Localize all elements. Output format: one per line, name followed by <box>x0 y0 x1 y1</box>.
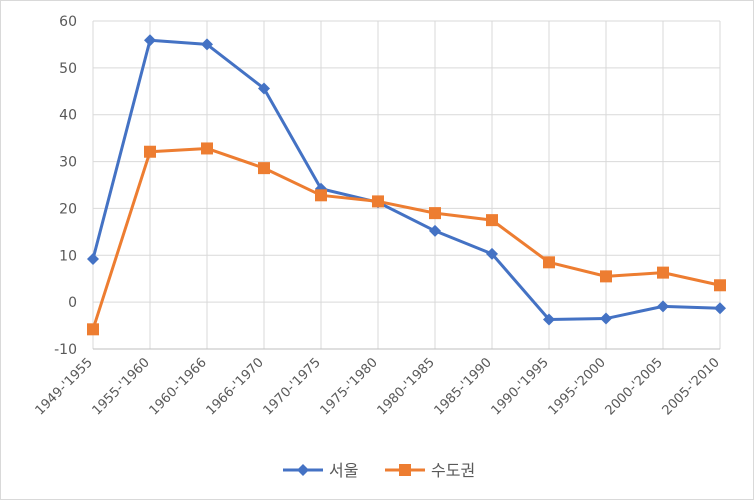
data-point <box>201 38 213 51</box>
y-tick-label: -10 <box>54 342 77 358</box>
data-point <box>144 145 156 158</box>
data-point <box>600 312 612 325</box>
gridlines <box>92 20 721 350</box>
data-point <box>486 247 498 260</box>
y-tick-label: 50 <box>59 61 77 77</box>
x-tick-label: 1970-'1975 <box>261 355 324 418</box>
x-tick-label: 1995-'2000 <box>546 355 609 418</box>
legend-label: 서울 <box>329 461 358 480</box>
data-point <box>543 256 555 269</box>
data-point <box>201 142 213 155</box>
series-line-2 <box>91 146 721 330</box>
legend-item-2: 수도권 <box>385 461 475 480</box>
legend-marker <box>399 464 411 476</box>
data-point <box>258 82 270 95</box>
x-tick-label: 1990-'1995 <box>489 355 552 418</box>
data-point <box>714 302 726 315</box>
data-point <box>144 34 156 47</box>
legend-label: 수도권 <box>431 461 475 480</box>
x-tick-label: 1980-'1985 <box>375 355 438 418</box>
data-point <box>429 224 441 237</box>
x-tick-label: 1966-'1970 <box>204 355 267 418</box>
legend: 서울 수도권 <box>283 461 475 480</box>
data-point <box>543 313 555 326</box>
x-tick-label: 1975-'1980 <box>318 355 381 418</box>
data-point <box>258 162 270 175</box>
y-tick-label: 40 <box>59 108 77 124</box>
x-tick-label: 1949-'1955 <box>33 355 96 418</box>
x-tick-label: 2005-'2010 <box>660 355 723 418</box>
y-tick-label: 0 <box>68 295 77 311</box>
y-tick-label: 60 <box>59 14 77 30</box>
y-tick-label: 30 <box>59 155 77 171</box>
y-tick-label: 20 <box>59 201 77 217</box>
legend-marker <box>297 464 309 476</box>
series-line-1 <box>91 38 721 321</box>
data-point <box>372 195 384 208</box>
data-point <box>657 300 669 313</box>
x-tick-label: 1955-'1960 <box>90 355 153 418</box>
series <box>87 34 726 336</box>
x-tick-label: 1985-'1990 <box>432 355 495 418</box>
y-tick-label: 10 <box>59 248 77 264</box>
data-point <box>87 323 99 336</box>
data-point <box>429 207 441 220</box>
x-tick-label: 2000-'2005 <box>603 355 666 418</box>
data-point <box>657 266 669 279</box>
data-point <box>486 214 498 227</box>
data-point <box>315 189 327 202</box>
data-point <box>600 270 612 283</box>
x-tick-label: 1960-'1966 <box>147 355 210 418</box>
legend-item-1: 서울 <box>283 461 358 480</box>
data-point <box>714 279 726 292</box>
